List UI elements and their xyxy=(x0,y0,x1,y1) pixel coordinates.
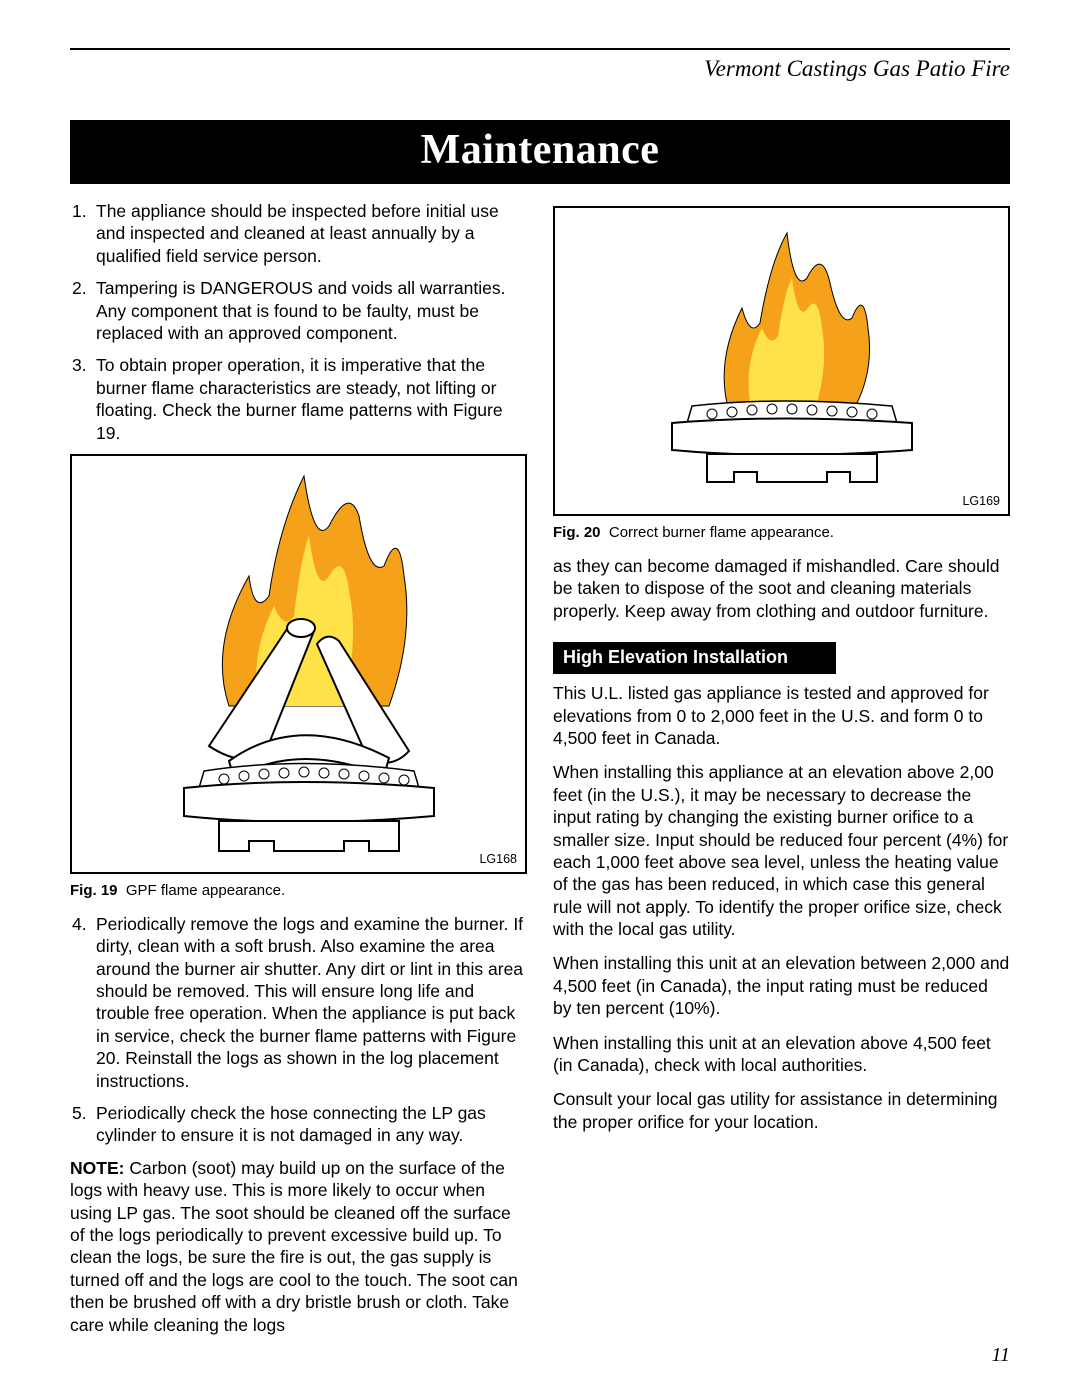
flame-logs-illustration xyxy=(89,456,509,866)
two-column-layout: The appliance should be inspected before… xyxy=(70,200,1010,1348)
left-column: The appliance should be inspected before… xyxy=(70,200,527,1348)
body-paragraph: Consult your local gas utility for assis… xyxy=(553,1088,1010,1133)
list-item: Periodically remove the logs and examine… xyxy=(70,913,527,1092)
list-item: Tampering is DANGEROUS and voids all war… xyxy=(70,277,527,344)
maintenance-list-a: The appliance should be inspected before… xyxy=(70,200,527,444)
right-column: LG169 Fig. 20 Correct burner flame appea… xyxy=(553,200,1010,1348)
figure-caption-text: Correct burner flame appearance. xyxy=(609,524,834,541)
figure-caption-text: GPF flame appearance. xyxy=(126,882,285,899)
body-paragraph: When installing this unit at an elevatio… xyxy=(553,1032,1010,1077)
maintenance-list-b: Periodically remove the logs and examine… xyxy=(70,913,527,1147)
note-text: Carbon (soot) may build up on the surfac… xyxy=(70,1158,518,1335)
list-item: Periodically check the hose connecting t… xyxy=(70,1102,527,1147)
note-paragraph: NOTE: Carbon (soot) may build up on the … xyxy=(70,1157,527,1336)
list-item: To obtain proper operation, it is impera… xyxy=(70,354,527,444)
figure-19-caption: Fig. 19 GPF flame appearance. xyxy=(70,882,527,899)
figure-20-code: LG169 xyxy=(962,494,1000,508)
list-item: The appliance should be inspected before… xyxy=(70,200,527,267)
figure-label: Fig. 19 xyxy=(70,882,118,899)
figure-20-caption: Fig. 20 Correct burner flame appearance. xyxy=(553,524,1010,541)
figure-label: Fig. 20 xyxy=(553,524,601,541)
body-paragraph: When installing this appliance at an ele… xyxy=(553,761,1010,940)
section-banner: Maintenance xyxy=(70,120,1010,184)
figure-19-box: LG168 xyxy=(70,454,527,874)
body-paragraph: This U.L. listed gas appliance is tested… xyxy=(553,682,1010,749)
body-paragraph: When installing this unit at an elevatio… xyxy=(553,952,1010,1019)
figure-20-box: LG169 xyxy=(553,206,1010,516)
header-product-title: Vermont Castings Gas Patio Fire xyxy=(70,56,1010,82)
page-number: 11 xyxy=(991,1344,1010,1367)
subheading-high-elevation: High Elevation Installation xyxy=(553,642,836,674)
continuation-paragraph: as they can become damaged if mishandled… xyxy=(553,555,1010,622)
header-rule xyxy=(70,48,1010,50)
note-label: NOTE: xyxy=(70,1158,124,1178)
figure-19-code: LG168 xyxy=(479,852,517,866)
flame-burner-illustration xyxy=(572,208,992,508)
